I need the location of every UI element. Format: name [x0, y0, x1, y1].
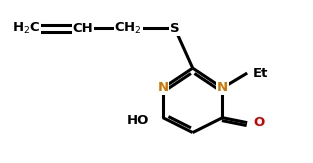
- Text: HO: HO: [127, 114, 149, 127]
- Text: H$_2$C: H$_2$C: [12, 21, 40, 36]
- Text: O: O: [253, 116, 264, 129]
- Text: N: N: [157, 82, 168, 94]
- Text: N: N: [217, 82, 228, 94]
- Text: CH: CH: [72, 22, 93, 35]
- Text: CH$_2$: CH$_2$: [114, 21, 142, 36]
- Text: S: S: [170, 22, 180, 35]
- Text: Et: Et: [253, 67, 269, 80]
